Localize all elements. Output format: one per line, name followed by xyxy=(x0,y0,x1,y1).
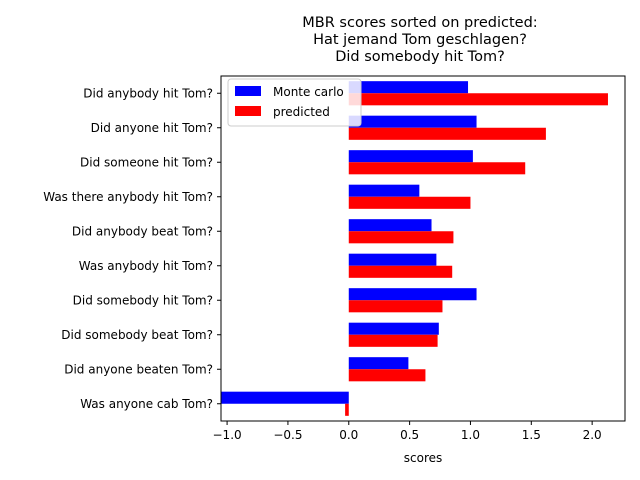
y-tick-label: Did anybody hit Tom? xyxy=(83,86,213,100)
x-tick-label: 1.5 xyxy=(522,428,541,442)
bar-predicted xyxy=(348,196,471,209)
bar-predicted xyxy=(348,127,546,140)
x-tick-label: 1.0 xyxy=(461,428,480,442)
bar-monte-carlo xyxy=(348,184,420,197)
legend-label: Monte carlo xyxy=(273,85,344,99)
y-tick-label: Did someone hit Tom? xyxy=(80,155,213,169)
bar-monte-carlo xyxy=(348,322,439,335)
legend-swatch xyxy=(235,86,261,96)
y-tick-label: Did somebody hit Tom? xyxy=(73,293,213,307)
y-tick-label: Did somebody beat Tom? xyxy=(61,328,213,342)
y-tick-label: Was anyone cab Tom? xyxy=(80,397,213,411)
plot-frame xyxy=(220,75,626,422)
legend-box xyxy=(227,78,362,127)
x-tick-label: 2.0 xyxy=(583,428,602,442)
x-tick-label: 0.0 xyxy=(339,428,358,442)
bar-monte-carlo xyxy=(348,150,473,163)
y-tick-label: Was anybody hit Tom? xyxy=(79,259,213,273)
x-tick-label: 0.5 xyxy=(400,428,419,442)
bar-monte-carlo xyxy=(348,357,409,370)
bar-predicted xyxy=(348,334,438,347)
bar-monte-carlo xyxy=(221,391,349,404)
bar-monte-carlo xyxy=(348,253,437,266)
y-tick-label: Did anyone beaten Tom? xyxy=(64,362,213,376)
legend: Monte carlo predicted xyxy=(227,78,362,127)
bar-monte-carlo xyxy=(348,81,469,94)
bar-monte-carlo xyxy=(348,115,477,128)
y-tick-label: Was there anybody hit Tom? xyxy=(43,190,213,204)
x-tick-label: −0.5 xyxy=(273,428,302,442)
bar-predicted xyxy=(348,369,426,382)
bar-monte-carlo xyxy=(348,219,432,232)
y-tick-label: Did anybody beat Tom? xyxy=(72,224,213,238)
chart-title-line: Did somebody hit Tom? xyxy=(335,49,505,65)
legend-swatch xyxy=(235,106,261,116)
chart-title-line: Hat jemand Tom geschlagen? xyxy=(313,32,527,48)
chart-title-line: MBR scores sorted on predicted: xyxy=(302,15,537,31)
y-tick-label: Did anyone hit Tom? xyxy=(91,121,213,135)
bar-monte-carlo xyxy=(348,288,477,301)
bars xyxy=(221,81,608,416)
chart-title: MBR scores sorted on predicted:Hat jeman… xyxy=(302,15,537,65)
bar-predicted xyxy=(348,300,443,313)
bar-predicted xyxy=(348,265,453,278)
x-axis-label: scores xyxy=(404,451,443,465)
bar-predicted xyxy=(345,403,349,416)
y-axis: Did anybody hit Tom? Did anyone hit Tom? D… xyxy=(43,86,221,411)
bar-predicted xyxy=(348,93,608,106)
legend-label: predicted xyxy=(273,105,330,119)
bar-predicted xyxy=(348,231,454,244)
x-axis: −1.0 −0.5 0.0 0.5 1.0 1.5 2.0 xyxy=(213,421,602,442)
x-tick-label: −1.0 xyxy=(213,428,242,442)
bar-predicted xyxy=(348,162,526,175)
